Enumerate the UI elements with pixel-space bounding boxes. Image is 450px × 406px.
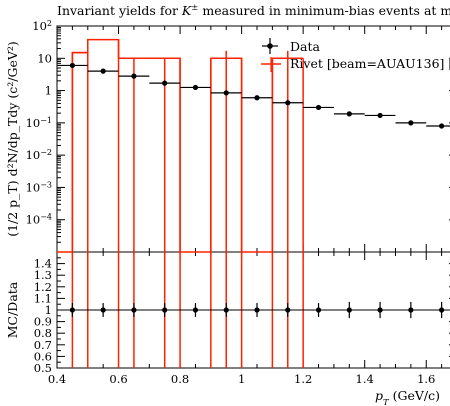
- main-y-tick-label: 10−1: [26, 115, 52, 130]
- legend-label-data: Data: [290, 39, 320, 54]
- ratio-y-tick-labels: 0.50.60.70.80.911.11.21.31.4: [34, 257, 52, 375]
- legend: Data Rivet [beam=AUAU136] [c: [261, 38, 450, 72]
- x-tick-label: 0.6: [109, 372, 127, 386]
- main-y-tick-labels: 102 10 1 10−1 10−2 10−3 10−4: [26, 19, 52, 227]
- ratio-point: [346, 307, 352, 313]
- data-point: [192, 84, 199, 91]
- ratio-y-tick-label: 1: [45, 303, 52, 317]
- ratio-y-tick-label: 1.2: [34, 280, 52, 294]
- data-point: [69, 62, 75, 69]
- ratio-y-tick-label: 0.5: [34, 361, 52, 375]
- main-y-tick-label: 10: [37, 51, 52, 65]
- y-axis-label-main: (1/2 p_T) d²N/dp_Tdy (c²/GeV²): [5, 41, 20, 237]
- ratio-point: [192, 307, 199, 313]
- y-axis-label-ratio: MC/Data: [5, 281, 20, 338]
- mc-histogram: [57, 38, 304, 253]
- ratio-y-tick-label: 1.3: [34, 268, 52, 282]
- ratio-point: [408, 307, 414, 313]
- main-y-tick-label: 10−2: [26, 148, 52, 163]
- x-axis-ticks: [56, 26, 443, 368]
- data-point: [285, 100, 291, 106]
- ratio-point: [100, 307, 106, 313]
- legend-data-marker: [267, 43, 273, 49]
- chart-title: Invariant yields for K± measured in mini…: [57, 3, 450, 18]
- main-y-tick-label: 10−4: [26, 212, 52, 227]
- x-axis-label: pT (GeV/c): [375, 388, 440, 406]
- ratio-point: [254, 307, 260, 313]
- main-y-tick-label: 102: [32, 19, 52, 34]
- data-point: [131, 73, 137, 79]
- ratio-point: [131, 307, 137, 313]
- ratio-point: [162, 307, 168, 313]
- data-point: [377, 112, 383, 119]
- ratio-y-tick-label: 1.1: [34, 291, 52, 305]
- ratio-point: [439, 307, 445, 313]
- ratio-y-tick-label: 0.9: [34, 315, 52, 329]
- data-point: [315, 104, 322, 111]
- x-tick-labels: 0.4 0.6 0.8 1 1.2 1.4 1.6: [48, 372, 436, 386]
- ratio-y-tick-label: 0.7: [34, 338, 52, 352]
- x-tick-label: 0.4: [48, 372, 66, 386]
- ratio-point: [285, 307, 291, 313]
- x-tick-label: 0.8: [171, 372, 189, 386]
- x-tick-label: 1.2: [294, 372, 312, 386]
- ratio-point: [315, 307, 322, 313]
- data-points: [57, 62, 450, 129]
- ratio-y-tick-label: 0.6: [34, 349, 52, 363]
- data-ratio-points: [69, 301, 445, 319]
- ratio-point: [377, 307, 383, 313]
- data-point: [162, 80, 168, 86]
- x-tick-label: 1.6: [417, 372, 435, 386]
- data-point: [254, 95, 260, 101]
- ratio-y-tick-label: 0.8: [34, 326, 52, 340]
- legend-label-mc: Rivet [beam=AUAU136] [c: [290, 56, 450, 71]
- main-axis-ticks: [57, 25, 450, 253]
- data-point: [223, 90, 229, 96]
- data-point: [100, 68, 106, 74]
- data-point: [346, 111, 352, 117]
- ratio-y-tick-label: 1.4: [34, 257, 52, 271]
- x-tick-label: 1: [238, 372, 245, 386]
- main-y-tick-label: 10−3: [26, 180, 52, 195]
- data-point: [439, 123, 445, 129]
- ratio-point: [69, 307, 75, 313]
- ratio-point: [223, 307, 229, 313]
- data-point: [408, 120, 414, 126]
- main-y-tick-label: 1: [45, 84, 52, 98]
- x-tick-label: 1.4: [356, 372, 374, 386]
